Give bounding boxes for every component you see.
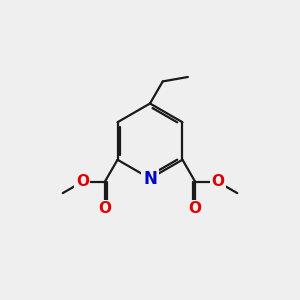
Text: O: O (189, 201, 202, 216)
Text: N: N (143, 169, 157, 188)
Text: O: O (98, 201, 111, 216)
Text: O: O (211, 174, 224, 189)
Text: O: O (76, 174, 89, 189)
